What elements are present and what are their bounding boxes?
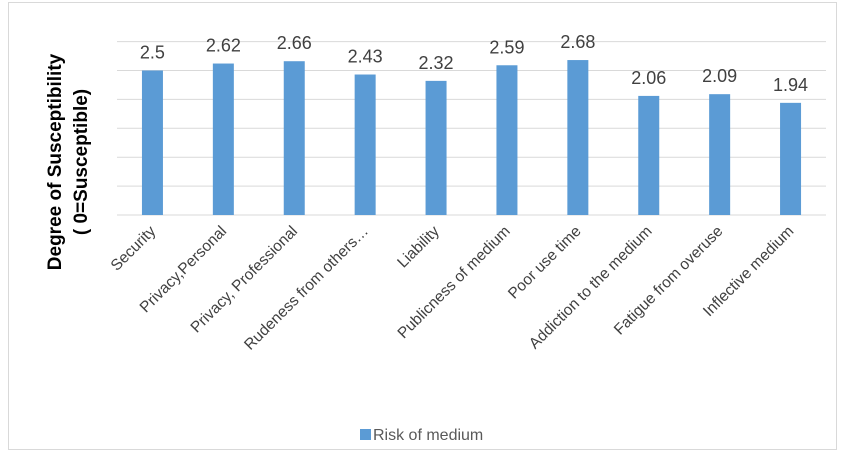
data-label: 2.09 xyxy=(702,66,737,86)
legend-swatch xyxy=(360,429,371,440)
data-label: 2.06 xyxy=(631,68,666,88)
data-label: 2.32 xyxy=(419,53,454,73)
bar xyxy=(212,63,234,215)
x-tick-label: Security xyxy=(108,223,160,275)
legend: Risk of medium xyxy=(360,427,483,444)
data-label: 2.62 xyxy=(206,36,241,56)
data-label: 2.43 xyxy=(348,47,383,67)
x-tick-label: Rudeness from others… xyxy=(241,223,372,354)
data-label: 2.5 xyxy=(140,42,165,62)
bar xyxy=(354,74,376,215)
gridlines xyxy=(117,41,826,216)
bar xyxy=(709,94,731,215)
bar xyxy=(425,80,447,215)
bar xyxy=(567,60,589,215)
data-label: 1.94 xyxy=(773,75,808,95)
y-axis-title: Degree of Susceptibility ( 0=Susceptible… xyxy=(45,53,92,270)
x-tick-label: Poor use time xyxy=(505,223,585,303)
data-labels: 2.5 2.62 2.66 2.43 2.32 2.59 2.68 2.06 2.09 1.94 xyxy=(140,32,808,95)
bar xyxy=(283,61,305,215)
y-axis-title-line1: Degree of Susceptibility xyxy=(45,53,66,270)
bar xyxy=(638,95,660,215)
x-tick-label: Addiction to the medium xyxy=(526,223,656,353)
data-label: 2.66 xyxy=(277,33,312,53)
y-axis-title-line2: ( 0=Susceptible) xyxy=(71,89,92,235)
x-tick-label: Liability xyxy=(394,223,443,272)
bar xyxy=(780,102,802,215)
bar xyxy=(496,65,518,215)
data-label: 2.59 xyxy=(489,37,524,57)
bars xyxy=(141,60,802,215)
data-label: 2.68 xyxy=(560,32,595,52)
bar xyxy=(141,70,163,215)
legend-label: Risk of medium xyxy=(373,427,483,444)
